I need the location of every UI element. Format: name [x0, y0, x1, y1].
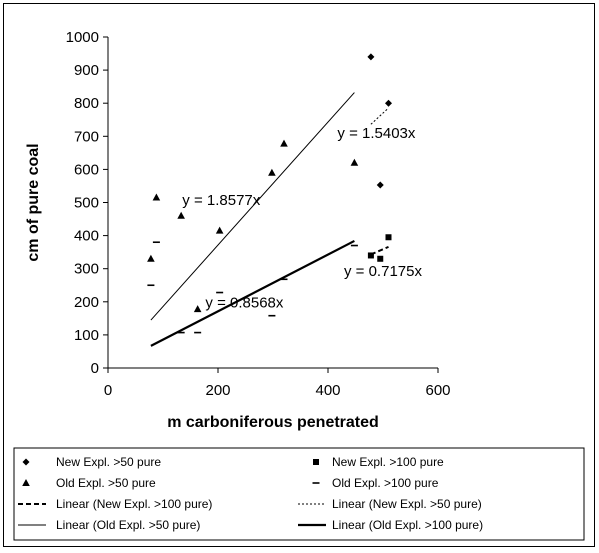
dash-point	[216, 291, 224, 294]
dash-point	[280, 278, 288, 281]
legend-label: Linear (New Expl. >50 pure)	[332, 497, 482, 511]
trendline-equation: y = 1.5403x	[337, 125, 415, 142]
x-tick-label: 400	[315, 382, 340, 399]
triangle-point	[268, 168, 276, 176]
legend-label: Linear (Old Expl. >100 pure)	[332, 518, 483, 532]
triangle-point	[350, 158, 359, 166]
y-tick-label: 500	[74, 195, 99, 212]
y-tick-label: 200	[74, 294, 99, 311]
data-markers	[147, 53, 392, 334]
chart-svg: 0 100 200 300 400 500 600 700 800 900 1000 0 200 400 6…	[13, 29, 585, 541]
legend: New Expl. >50 pure New Expl. >100 pure Old…	[13, 447, 585, 541]
equations: y = 0.7175x y = 1.5403x y = 1.8577x y = 0.8…	[182, 125, 422, 311]
dash-point	[194, 331, 202, 334]
legend-label: Old Expl. >50 pure	[56, 476, 156, 490]
diamond-point	[367, 53, 375, 61]
legend-label: Linear (Old Expl. >50 pure)	[56, 518, 200, 532]
y-tick-label: 1000	[66, 29, 99, 46]
dash-point	[147, 284, 155, 287]
dash-point	[268, 314, 276, 317]
triangle-point	[177, 211, 185, 219]
legend-symbol-square	[313, 459, 319, 465]
legend-label: New Expl. >100 pure	[332, 455, 444, 469]
legend-label: New Expl. >50 pure	[56, 455, 161, 469]
y-tick-label: 100	[74, 327, 99, 344]
dash-point	[152, 241, 160, 244]
square-point	[377, 255, 384, 262]
y-tick-label: 600	[74, 161, 99, 178]
y-tick-label: 0	[91, 360, 99, 377]
axes	[103, 36, 439, 373]
trendline-solid-thin	[150, 92, 355, 321]
x-tick-label: 200	[205, 382, 230, 399]
square-point	[367, 252, 374, 259]
triangle-point	[215, 226, 224, 234]
tick-labels: 0 100 200 300 400 500 600 700 800 900 1000 0 200 400 6…	[66, 29, 451, 399]
legend-symbol-diamond	[22, 458, 30, 466]
trendline-dashed-thin	[370, 107, 389, 125]
triangle-point	[193, 305, 202, 313]
trendline-equation: y = 1.8577x	[182, 192, 260, 209]
legend-symbol-triangle	[22, 479, 30, 486]
triangle-point	[280, 139, 288, 147]
y-tick-label: 700	[74, 128, 99, 145]
x-tick-label: 0	[104, 382, 112, 399]
x-axis-title: m carboniferous penetrated	[167, 414, 379, 431]
square-point	[385, 234, 392, 241]
trendline-solid-bold	[150, 239, 355, 347]
triangle-point	[147, 254, 155, 262]
dash-point	[177, 331, 185, 334]
y-tick-label: 300	[74, 261, 99, 278]
diamond-point	[385, 99, 392, 107]
diamond-point	[376, 181, 384, 189]
dash-point	[350, 244, 358, 247]
legend-label: Old Expl. >100 pure	[332, 476, 439, 490]
legend-label: Linear (New Expl. >100 pure)	[56, 497, 212, 511]
y-axis-title: cm of pure coal	[25, 143, 42, 261]
trendline-equation: y = 0.8568x	[205, 294, 283, 311]
trendline-equation: y = 0.7175x	[344, 263, 422, 280]
x-tick-label: 600	[425, 382, 450, 399]
chart-frame: 0 100 200 300 400 500 600 700 800 900 1000 0 200 400 6…	[3, 3, 595, 547]
triangle-point	[152, 193, 161, 201]
y-tick-label: 400	[74, 228, 99, 245]
y-tick-label: 800	[74, 95, 99, 112]
legend-symbol-dash	[312, 482, 320, 484]
y-tick-label: 900	[74, 62, 99, 79]
